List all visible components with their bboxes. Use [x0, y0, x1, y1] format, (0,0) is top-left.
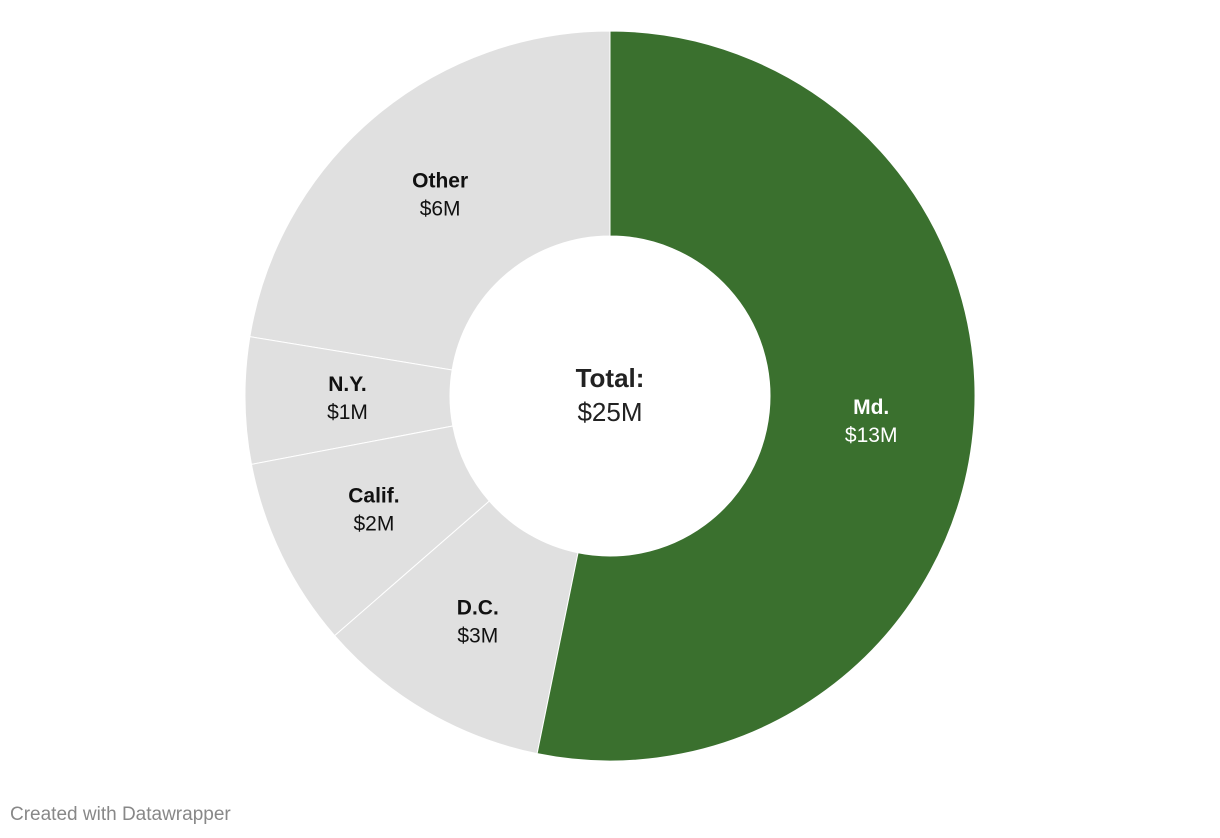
slice	[249, 30, 611, 371]
slice-value: $3M	[457, 624, 498, 647]
slice-label: D.C.	[457, 596, 499, 619]
slice-value: $6M	[420, 197, 461, 220]
slice	[536, 30, 976, 762]
slice-label: Md.	[853, 396, 889, 419]
slice-label: Calif.	[348, 484, 399, 507]
slice	[250, 425, 491, 637]
slice-label: N.Y.	[328, 373, 367, 396]
center-value: $25M	[577, 397, 642, 427]
slice	[244, 336, 454, 465]
footer: Created with Datawrapper	[10, 804, 231, 825]
slice-value: $13M	[845, 424, 898, 447]
slice-value: $1M	[327, 401, 368, 424]
center-title: Total:	[576, 363, 645, 393]
slice	[333, 500, 579, 755]
slice-label: Other	[412, 169, 468, 192]
slice-value: $2M	[353, 512, 394, 535]
